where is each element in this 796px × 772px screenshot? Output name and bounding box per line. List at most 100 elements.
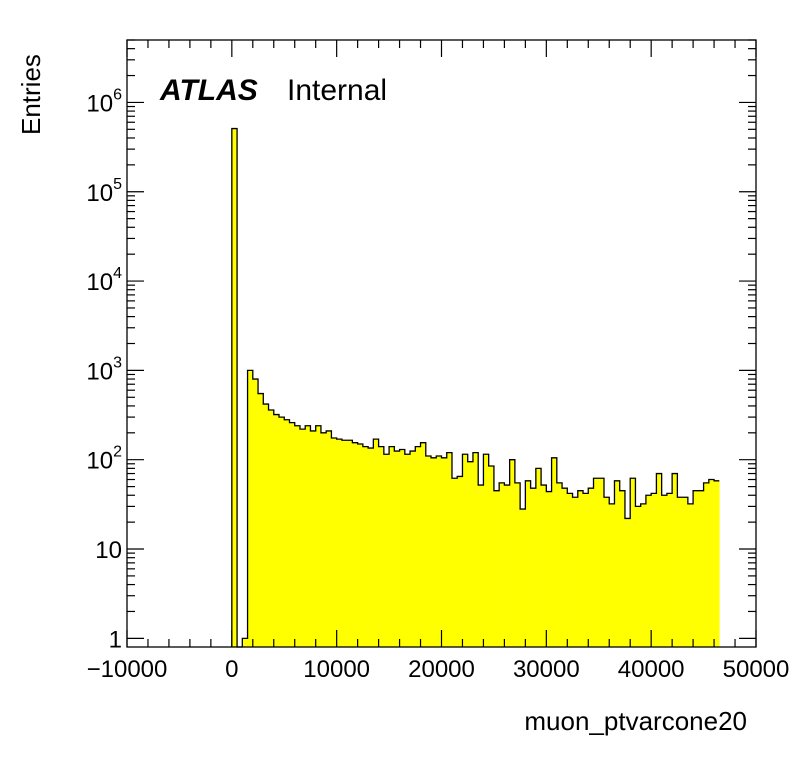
histogram-bin xyxy=(279,417,285,647)
plot-frame xyxy=(126,39,757,648)
histogram-bin xyxy=(320,432,327,647)
histogram-bin xyxy=(404,454,411,647)
y-tick-label: 1 xyxy=(109,626,122,653)
histogram-bin xyxy=(583,493,589,647)
histogram-bin xyxy=(441,457,448,647)
x-tick-labels: −10000 0 10000 20000 30000 40000 50000 xyxy=(87,656,790,683)
histogram-bin xyxy=(357,443,364,647)
histogram-bin xyxy=(446,452,453,647)
histogram-bin xyxy=(572,497,579,647)
histogram-bin xyxy=(630,478,636,647)
x-tick-label: −10000 xyxy=(87,656,168,683)
histogram-bin xyxy=(520,509,526,647)
histogram-bin xyxy=(352,442,358,647)
histogram-bin xyxy=(577,490,584,647)
histogram-bin xyxy=(624,518,631,647)
histogram-bin xyxy=(362,446,369,647)
histogram-bin xyxy=(305,425,311,647)
histogram-bin xyxy=(268,410,275,647)
histogram-bin xyxy=(299,429,306,647)
histogram-bin xyxy=(714,480,720,647)
histogram-bin xyxy=(451,478,458,647)
x-tick-label: 10000 xyxy=(303,656,370,683)
histogram-bin xyxy=(609,503,615,647)
histogram-bin xyxy=(457,476,463,647)
atlas-status-label: Internal xyxy=(287,74,387,107)
histogram-bin xyxy=(530,488,537,647)
histogram-bin xyxy=(640,503,647,647)
histogram-bin xyxy=(698,490,704,647)
histogram-bin xyxy=(436,456,442,647)
histogram-bin xyxy=(509,459,516,647)
histogram-bin xyxy=(504,485,510,647)
histogram-bin xyxy=(677,497,683,647)
histogram-bin xyxy=(462,454,469,647)
histogram-bin xyxy=(247,370,254,647)
histogram-bin xyxy=(478,485,484,647)
histogram-bin xyxy=(431,457,437,647)
histogram-bin xyxy=(399,449,406,647)
histogram-bin xyxy=(687,503,694,647)
histogram-bin xyxy=(252,379,259,647)
histogram-bin xyxy=(546,491,552,647)
histogram-bin xyxy=(467,461,474,647)
histogram-bin xyxy=(598,478,605,647)
histogram-bars xyxy=(231,128,720,647)
histogram-bin xyxy=(525,480,531,647)
histogram-bin xyxy=(378,446,385,647)
histogram-bin xyxy=(242,638,248,647)
x-tick-label: 40000 xyxy=(618,656,685,683)
histogram-bin xyxy=(294,425,301,647)
histogram-bin xyxy=(488,466,495,647)
histogram-bin xyxy=(394,451,400,647)
histogram-bin xyxy=(373,439,379,647)
histogram-bin xyxy=(656,473,662,647)
histogram-bin xyxy=(551,457,558,647)
histogram-bin xyxy=(535,468,542,647)
histogram-bin xyxy=(588,488,594,647)
histogram-outline xyxy=(231,127,720,648)
histogram-bin xyxy=(263,404,269,647)
histogram-bin xyxy=(415,446,421,647)
histogram-bin xyxy=(645,495,652,647)
histogram-bin xyxy=(661,495,668,647)
histogram-bin xyxy=(410,451,416,647)
y-tick-label: 106 xyxy=(86,86,122,117)
histogram-bin xyxy=(284,419,290,647)
histogram-bin xyxy=(289,422,296,647)
y-tick-label: 105 xyxy=(86,176,122,207)
histogram-bin xyxy=(331,437,337,647)
x-tick-label: 20000 xyxy=(408,656,475,683)
histogram-bin xyxy=(315,425,322,647)
histogram-bin xyxy=(619,490,626,647)
histogram-bin xyxy=(514,482,521,647)
histogram-bin xyxy=(708,479,715,647)
histogram-bin xyxy=(425,456,432,647)
histogram-bin xyxy=(341,440,348,647)
histogram-bin xyxy=(483,454,489,647)
y-tick-label: 103 xyxy=(86,354,122,385)
histogram-bin xyxy=(499,482,505,647)
histogram-bin xyxy=(635,506,641,647)
y-axis-title: Entries xyxy=(16,54,46,135)
histogram-bin xyxy=(682,497,689,647)
histogram-bin xyxy=(672,473,678,647)
histogram-bin xyxy=(556,482,563,647)
histogram-bin xyxy=(666,493,673,647)
histogram-bin xyxy=(541,485,547,647)
histogram-bin xyxy=(420,442,427,647)
histogram-bin xyxy=(603,497,610,647)
y-tick-label: 10 xyxy=(95,537,122,564)
histogram-bin xyxy=(472,452,479,647)
histogram-bin xyxy=(651,493,657,647)
histogram-bin xyxy=(383,454,390,647)
atlas-label: ATLAS xyxy=(159,74,258,107)
histogram-bin xyxy=(562,488,568,647)
histogram-bin xyxy=(231,128,238,647)
histogram-bin xyxy=(614,480,621,647)
histogram-bin xyxy=(310,430,316,647)
y-tick-label: 104 xyxy=(86,265,122,296)
histogram-bin xyxy=(703,482,710,647)
histogram-bin xyxy=(258,393,264,647)
